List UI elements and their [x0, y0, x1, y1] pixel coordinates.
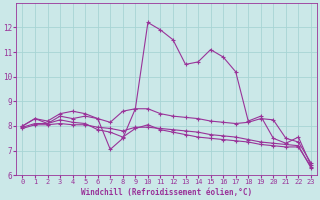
X-axis label: Windchill (Refroidissement éolien,°C): Windchill (Refroidissement éolien,°C): [81, 188, 252, 197]
